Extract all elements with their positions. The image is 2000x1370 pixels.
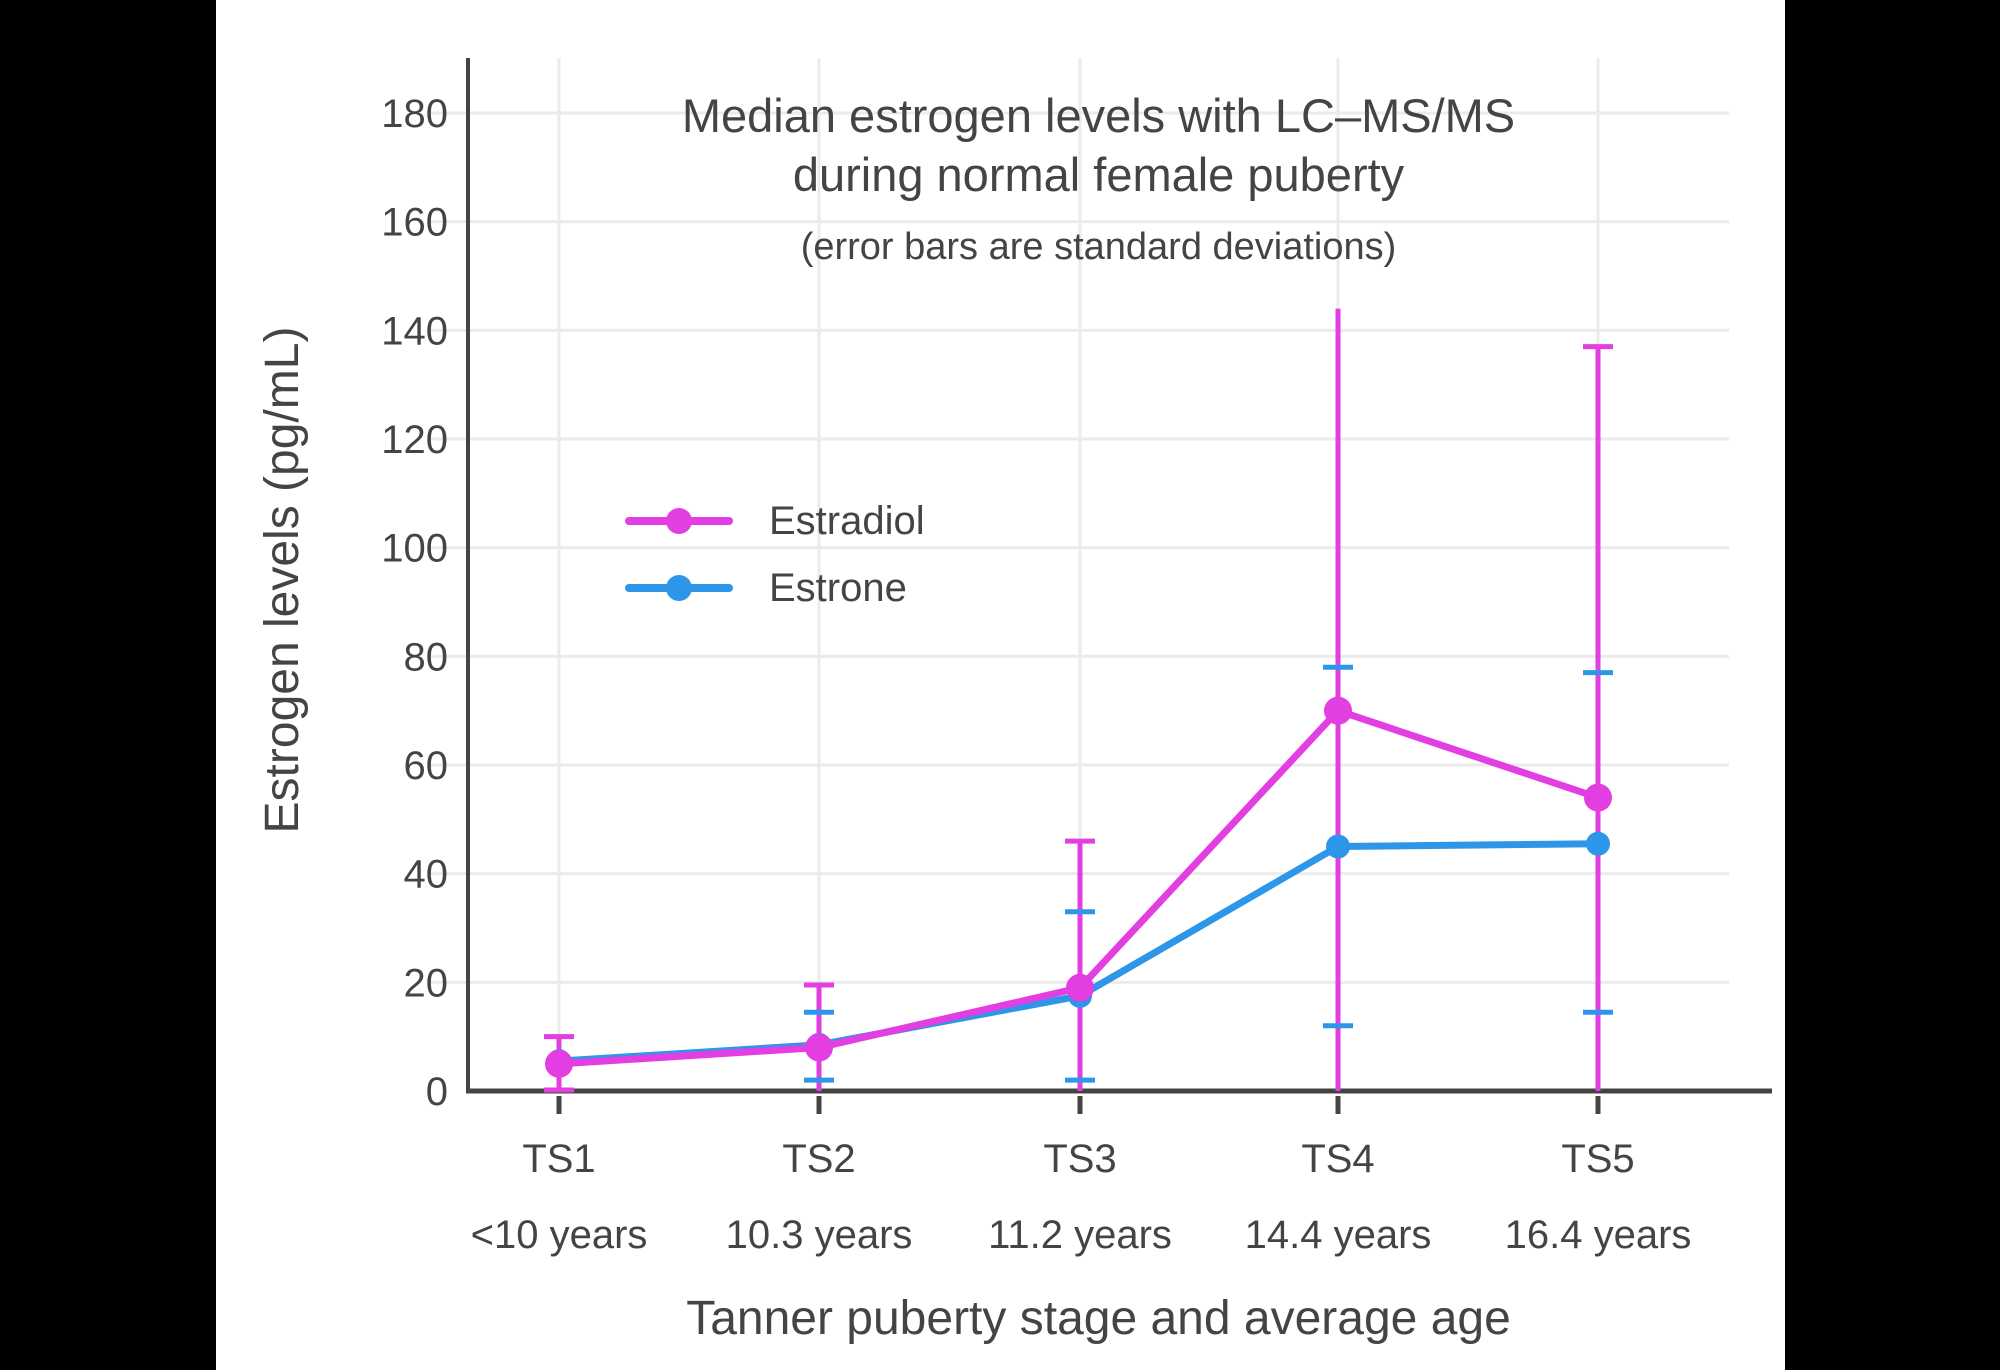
legend: Estradiol Estrone <box>625 495 925 629</box>
x-tick-label-age: 14.4 years <box>1245 1213 1432 1257</box>
x-tick-label-stage: TS2 <box>782 1137 855 1181</box>
chart-subtitle: (error bars are standard deviations) <box>800 226 1397 268</box>
estradiol-point <box>1066 973 1094 1002</box>
y-tick-label: 140 <box>381 309 448 353</box>
y-tick-label: 80 <box>404 635 449 679</box>
legend-item-estrone: Estrone <box>625 562 925 614</box>
estradiol-point <box>1584 783 1612 812</box>
y-tick-label: 0 <box>426 1070 448 1114</box>
x-tick-label-age: 16.4 years <box>1505 1213 1692 1257</box>
y-tick-label: 180 <box>381 92 448 136</box>
estradiol-point <box>545 1049 573 1078</box>
chart-title-line1: Median estrogen levels with LC–MS/MS <box>681 89 1516 142</box>
x-tick-label-stage: TS3 <box>1043 1137 1116 1181</box>
legend-label-estradiol: Estradiol <box>769 498 925 543</box>
x-tick-label-stage: TS1 <box>522 1137 595 1181</box>
y-tick-label: 100 <box>381 527 448 571</box>
legend-item-estradiol: Estradiol <box>625 495 925 547</box>
y-tick-label: 120 <box>381 418 448 462</box>
y-tick-label: 60 <box>404 744 449 788</box>
legend-marker-estradiol <box>666 508 692 534</box>
y-tick-label: 160 <box>381 201 448 245</box>
legend-swatch-estrone <box>625 573 733 603</box>
estradiol-point <box>805 1033 833 1062</box>
x-tick-label-age: 10.3 years <box>726 1213 913 1257</box>
x-tick-label-stage: TS4 <box>1301 1137 1374 1181</box>
estradiol-point <box>1324 696 1352 725</box>
y-tick-label: 40 <box>404 853 449 897</box>
chart-panel: 0 20 40 60 80 100 120 140 160 180 TS1 TS2 TS3 TS4 TS5 <… <box>216 0 1785 1370</box>
x-tick-label-age: <10 years <box>471 1213 648 1257</box>
estrone-point <box>1326 834 1350 859</box>
legend-label-estrone: Estrone <box>769 565 907 610</box>
x-tick-label-age: 11.2 years <box>988 1213 1172 1257</box>
y-axis-title: Estrogen levels (pg/mL) <box>255 326 309 834</box>
chart-title: Median estrogen levels with LC–MS/MS dur… <box>468 86 1729 204</box>
x-tick-label-stage: TS5 <box>1561 1137 1634 1181</box>
chart-title-line2: during normal female puberty <box>792 148 1405 201</box>
chart-plot-area: 0 20 40 60 80 100 120 140 160 180 TS1 TS2 TS3 TS4 TS5 <… <box>381 58 1772 1257</box>
legend-marker-estrone <box>666 575 692 601</box>
legend-swatch-estradiol <box>625 506 733 536</box>
x-axis-title: Tanner puberty stage and average age <box>686 1292 1511 1345</box>
estrone-point <box>1586 831 1610 856</box>
y-tick-label: 20 <box>404 961 449 1005</box>
